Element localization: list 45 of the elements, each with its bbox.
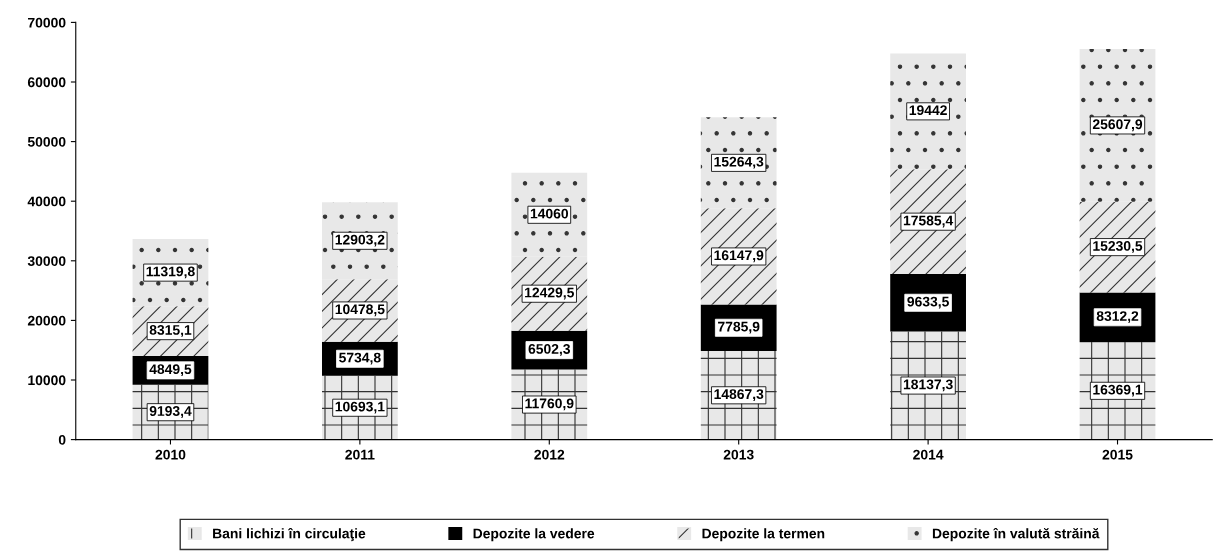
data-label: 16369,1 xyxy=(1093,384,1143,397)
x-tick-label: 2011 xyxy=(345,449,375,460)
data-label: 8312,2 xyxy=(1096,311,1139,324)
data-label: 9633,5 xyxy=(907,296,949,309)
data-label: 18137,3 xyxy=(903,379,953,392)
data-label: 8315,1 xyxy=(149,325,192,337)
bar xyxy=(511,172,588,257)
data-label: 12429,5 xyxy=(525,287,575,300)
y-tick-label: 70000 xyxy=(28,17,66,28)
data-label: 7785,9 xyxy=(718,321,760,334)
y-tick-label: 60000 xyxy=(27,77,66,88)
y-tick-label: 0 xyxy=(58,434,66,445)
y-tick-label: 20000 xyxy=(27,315,66,326)
legend-label: Bani lichizi în circulaţie xyxy=(213,527,366,542)
y-tick-label: 10000 xyxy=(28,375,66,386)
data-label: 15264,3 xyxy=(714,156,764,169)
data-label: 6502,3 xyxy=(528,344,571,356)
data-label: 14867,3 xyxy=(714,389,764,402)
data-label: 5734,8 xyxy=(339,352,381,365)
y-tick-label: 30000 xyxy=(27,256,66,266)
x-tick-label: 2012 xyxy=(534,449,565,460)
data-label: 19442 xyxy=(909,105,947,116)
y-tick-label: 40000 xyxy=(27,196,66,207)
data-label: 10478,5 xyxy=(335,304,385,317)
data-label: 4849,5 xyxy=(149,364,192,377)
data-label: 10693,1 xyxy=(335,401,385,414)
data-label: 15230,5 xyxy=(1093,241,1143,253)
x-tick-label: 2013 xyxy=(723,449,754,460)
data-label: 12903,2 xyxy=(335,234,385,247)
legend-label: Depozite în valută străină xyxy=(932,527,1100,542)
data-label: 14060 xyxy=(530,208,569,219)
bar xyxy=(890,53,966,170)
legend-label: Depozite la vedere xyxy=(473,528,595,542)
data-label: 9193,4 xyxy=(149,406,192,418)
data-label: 11760,9 xyxy=(525,398,574,411)
y-tick-label: 50000 xyxy=(27,136,66,147)
x-tick-label: 2010 xyxy=(155,449,186,460)
legend-label: Depozite la termen xyxy=(702,528,825,542)
bar xyxy=(1079,49,1156,202)
data-label: 17585,4 xyxy=(903,215,954,228)
x-tick-label: 2015 xyxy=(1102,449,1133,460)
data-label: 25607,9 xyxy=(1092,119,1143,132)
x-tick-label: 2014 xyxy=(913,449,944,460)
data-label: 11319,8 xyxy=(146,266,195,279)
data-label: 16147,9 xyxy=(714,250,764,263)
